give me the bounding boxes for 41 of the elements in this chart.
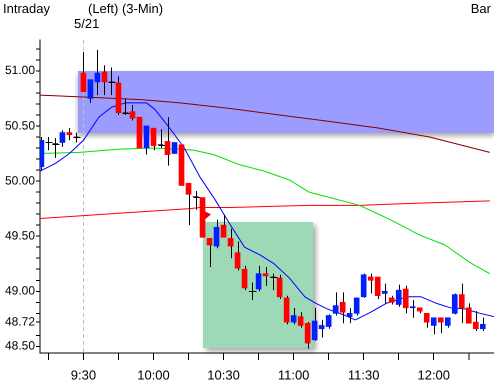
x-tick-label: 9:30: [70, 367, 96, 382]
candlestick: [242, 265, 248, 291]
candlestick: [402, 285, 409, 314]
text: Bar: [470, 1, 491, 16]
candlestick: [430, 317, 437, 335]
y-tick-label: 48.72: [4, 314, 36, 328]
candlestick: [360, 273, 367, 298]
candlestick: [332, 292, 338, 316]
text: 5/21: [74, 16, 100, 31]
candlestick: [438, 317, 444, 334]
candlestick: [172, 142, 178, 154]
y-tick-label: 49.00: [4, 284, 36, 298]
x-tick-label: 10:30: [207, 367, 240, 382]
y-tick-label: 48.50: [4, 338, 36, 353]
candlestick: [206, 238, 212, 268]
y-tick-label: 49.50: [4, 228, 36, 242]
y-tick-label: 51.00: [4, 63, 36, 78]
candlestick: [66, 128, 72, 141]
x-tick-label: 12:00: [417, 367, 450, 382]
candlestick: [480, 317, 486, 332]
x-tick-label: 10:00: [137, 367, 170, 382]
x-tick-label: 11:30: [348, 367, 380, 382]
candlestick: [144, 125, 150, 156]
candlestick: [234, 241, 240, 271]
x-tick-label: 11:00: [278, 367, 310, 382]
candlestick: [396, 284, 402, 308]
candlestick: [220, 214, 226, 238]
chart-subtitle: (Left) (3-Min): [88, 1, 164, 16]
y-tick-label: 50.50: [4, 118, 36, 132]
candlestick: [340, 292, 346, 324]
candlestick: [214, 219, 220, 249]
candlestick: [452, 292, 458, 315]
candlestick: [60, 130, 66, 148]
candlestick: [382, 283, 388, 304]
candlestick: [444, 317, 451, 328]
candlestick: [228, 228, 234, 259]
chart-title: Intraday: [3, 1, 50, 16]
y-tick-label: 50.00: [4, 173, 36, 188]
candlestick: [424, 312, 430, 328]
candlestick: [290, 307, 296, 325]
candlestick: [80, 52, 86, 92]
